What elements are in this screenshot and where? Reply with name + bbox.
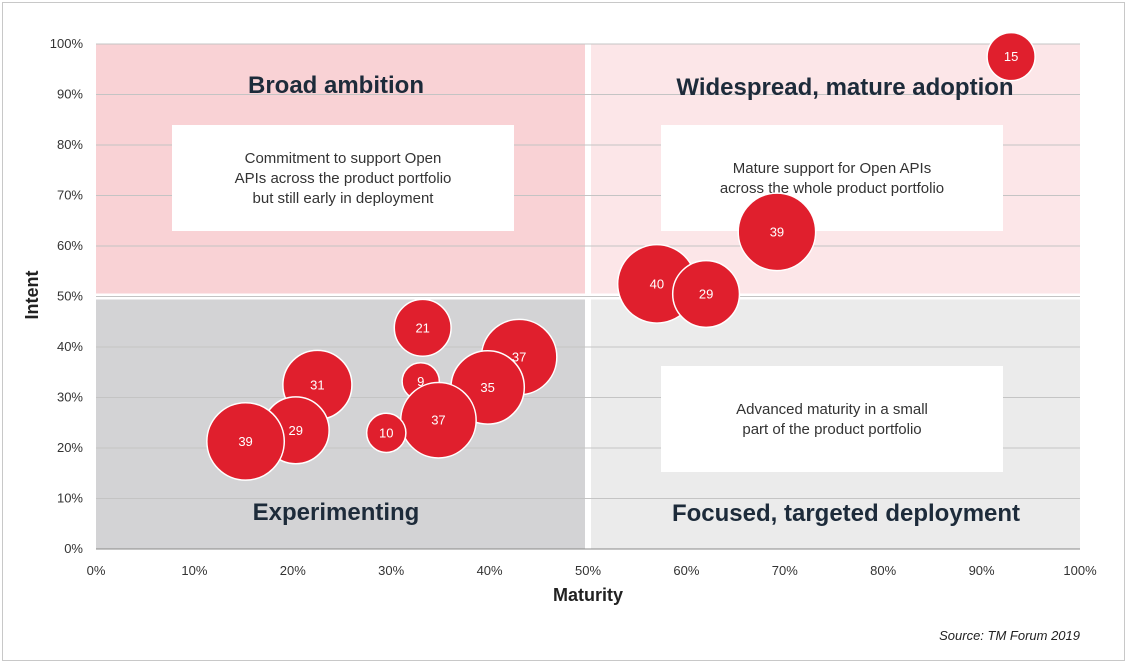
y-tick-label: 70% (57, 188, 83, 203)
y-tick-label: 90% (57, 87, 83, 102)
quadrant-title-experimenting: Experimenting (253, 499, 420, 526)
x-tick-label: 20% (280, 563, 306, 578)
bubble-label: 37 (512, 350, 526, 365)
x-tick-label: 30% (378, 563, 404, 578)
note-box-broad (172, 125, 514, 231)
bubble-label: 37 (431, 413, 445, 428)
y-tick-label: 10% (57, 491, 83, 506)
y-axis-title: Intent (22, 271, 42, 320)
bubble (393, 298, 452, 357)
bubble-label: 15 (1004, 49, 1018, 64)
note-line: Advanced maturity in a small (736, 401, 928, 418)
note-line: but still early in deployment (253, 190, 435, 207)
x-tick-label: 40% (477, 563, 503, 578)
y-tick-label: 30% (57, 390, 83, 405)
y-tick-label: 40% (57, 339, 83, 354)
note-line: APIs across the product portfolio (235, 170, 452, 187)
note-box-focused (661, 366, 1003, 472)
note-line: part of the product portfolio (742, 421, 921, 438)
bubble-label: 39 (238, 434, 252, 449)
note-line: Mature support for Open APIs (733, 160, 931, 177)
bubble-label: 9 (417, 374, 424, 389)
note-box-widespread (661, 125, 1003, 231)
bubble (986, 31, 1036, 82)
bubble (671, 259, 741, 329)
bubbles: 15 39 40 29 21 37 31 9 35 37 10 29 39 (206, 31, 1036, 481)
source-note: Source: TM Forum 2019 (939, 628, 1080, 643)
x-tick-label: 0% (87, 563, 106, 578)
x-tick-label: 50% (575, 563, 601, 578)
quadrant-title-widespread: Widespread, mature adoption (676, 74, 1013, 101)
y-tick-label: 20% (57, 440, 83, 455)
bubble-label: 39 (770, 224, 784, 239)
x-tick-label: 70% (772, 563, 798, 578)
bubble-label: 31 (310, 377, 324, 392)
bubble-label: 40 (650, 276, 664, 291)
x-tick-label: 80% (870, 563, 896, 578)
x-axis-ticks: 0% 10% 20% 30% 40% 50% 60% 70% 80% 90% 100% (87, 563, 1097, 578)
x-tick-label: 100% (1063, 563, 1097, 578)
y-tick-label: 80% (57, 137, 83, 152)
bubble-label: 29 (289, 423, 303, 438)
note-line: across the whole product portfolio (720, 180, 944, 197)
bubble-label: 21 (415, 320, 429, 335)
bubble (737, 192, 817, 272)
quadrant-title-focused: Focused, targeted deployment (672, 500, 1020, 527)
x-tick-label: 10% (181, 563, 207, 578)
bubble-label: 35 (480, 380, 494, 395)
quadrant-titles: Broad ambition Widespread, mature adoptio… (248, 72, 1020, 527)
y-tick-label: 50% (57, 289, 83, 304)
y-axis-ticks: 0% 10% 20% 30% 40% 50% 60% 70% 80% 90% 100% (50, 36, 84, 556)
x-tick-label: 60% (673, 563, 699, 578)
bubble (365, 412, 407, 454)
quadrant-title-broad: Broad ambition (248, 72, 424, 99)
bubble (206, 401, 286, 481)
bubble-label: 29 (699, 286, 713, 301)
y-tick-label: 60% (57, 238, 83, 253)
x-tick-label: 90% (969, 563, 995, 578)
quadrant-notes: Commitment to support Open APIs across th… (172, 125, 1003, 472)
x-axis-title: Maturity (553, 585, 623, 605)
note-line: Commitment to support Open (245, 150, 442, 167)
y-tick-label: 0% (64, 541, 83, 556)
bubble-label: 10 (379, 425, 393, 440)
y-tick-label: 100% (50, 36, 84, 51)
